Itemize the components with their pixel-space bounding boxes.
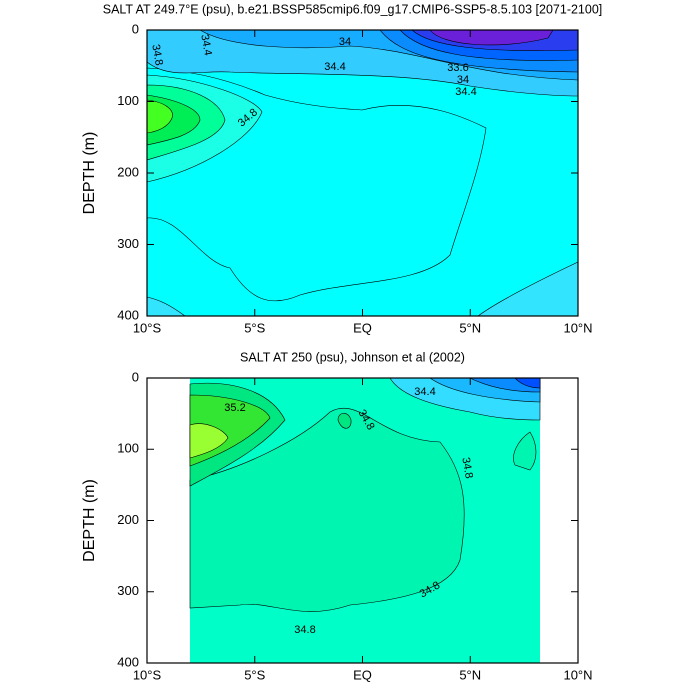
y-tick-label: 400 <box>117 654 139 669</box>
contour-label: 34.8 <box>459 456 475 479</box>
x-tick-label: 5°N <box>459 667 481 682</box>
contour-fill <box>146 99 173 134</box>
x-tick-label: 5°S <box>244 667 265 682</box>
x-tick-label: 10°N <box>563 320 592 335</box>
y-tick-label: 0 <box>132 369 139 384</box>
y-tick-label: 300 <box>117 236 139 251</box>
contour-fill <box>513 431 537 471</box>
y-tick-label: 400 <box>117 307 139 322</box>
contour-label: 34.4 <box>455 86 476 98</box>
contour-label: 35.2 <box>224 402 245 414</box>
contour-line <box>146 67 487 302</box>
y-axis-label: DEPTH (m) <box>81 132 98 215</box>
x-tick-label: 5°N <box>459 320 481 335</box>
y-tick-label: 100 <box>117 441 139 456</box>
contour-label: 34.4 <box>324 61 345 73</box>
x-tick-label: EQ <box>353 320 372 335</box>
y-tick-label: 200 <box>117 164 139 179</box>
y-tick-label: 300 <box>117 583 139 598</box>
contour-label: 34 <box>457 74 469 86</box>
contour-label: 33.6 <box>447 62 468 74</box>
contour-fill <box>429 29 554 46</box>
contour-fill <box>189 407 465 612</box>
x-tick-label: 10°S <box>133 667 162 682</box>
y-tick-label: 0 <box>132 21 139 36</box>
contour-fill <box>189 423 229 459</box>
contour-fill <box>514 377 541 389</box>
contour-label: 34.4 <box>198 33 214 56</box>
contour-label: 34.8 <box>294 624 315 636</box>
contour-label: 34.4 <box>414 386 435 398</box>
chart-title: SALT AT 249.7°E (psu), b.e21.BSSP585cmip… <box>103 2 603 16</box>
y-axis-label: DEPTH (m) <box>81 479 98 562</box>
contour-label: 34.8 <box>149 43 165 66</box>
chart-title: SALT AT 250 (psu), Johnson et al (2002) <box>240 350 465 364</box>
contour-label: 34 <box>339 36 351 48</box>
y-tick-label: 200 <box>117 512 139 527</box>
x-tick-label: 10°S <box>133 320 162 335</box>
x-tick-label: 10°N <box>563 667 592 682</box>
contour-fill <box>337 412 352 429</box>
x-tick-label: EQ <box>353 667 372 682</box>
x-tick-label: 5°S <box>244 320 265 335</box>
contour-field <box>146 29 579 663</box>
y-tick-label: 100 <box>117 93 139 108</box>
